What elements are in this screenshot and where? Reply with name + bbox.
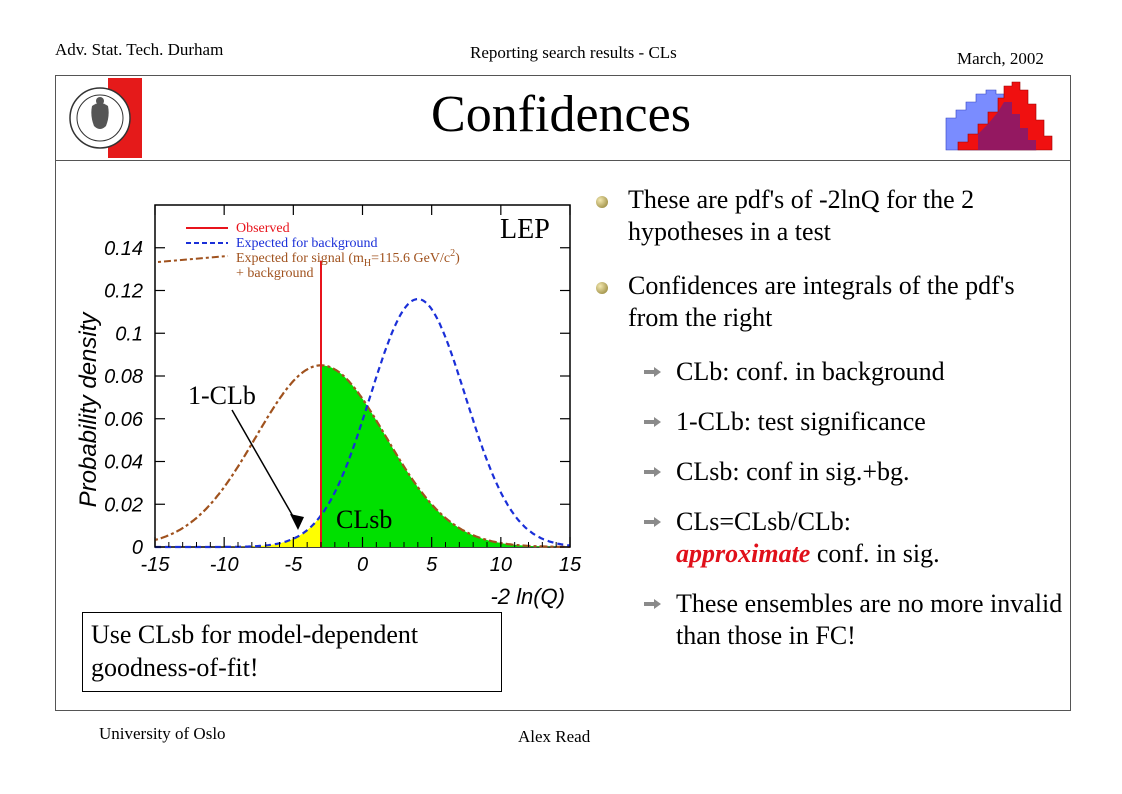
x-tick-label: 15 — [559, 554, 582, 576]
sub-bullet-item: These ensembles are no more invalid than… — [596, 588, 1066, 652]
x-tick-label: -5 — [284, 554, 303, 576]
arrow-bullet-icon — [644, 599, 661, 609]
axis-ticks — [154, 205, 571, 548]
y-tick-label: 0.02 — [104, 494, 143, 516]
university-seal-icon — [69, 78, 142, 158]
y-tick-label: 0.08 — [104, 366, 143, 388]
y-tick-label: 0.14 — [104, 238, 143, 260]
x-tick-label: -15 — [141, 554, 171, 576]
y-tick-label: 0.12 — [104, 281, 143, 303]
arrow-bullet-icon — [644, 517, 661, 527]
legend-signal-swatch — [157, 255, 229, 263]
arrow-bullet-icon — [644, 417, 661, 427]
x-tick-label: 0 — [357, 554, 368, 576]
plot-area: -15 -10 -5 0 5 10 15 0 0.02 0.04 0.06 0.08 0.1 0.12 0.… — [104, 204, 582, 576]
footer-center: Alex Read — [518, 727, 591, 746]
sub-bullet-item: 1-CLb: test significance — [596, 406, 1066, 438]
note-box: Use CLsb for model-dependent goodness-of… — [82, 612, 502, 692]
legend-signal-bg: + background — [236, 266, 314, 281]
lep-label: LEP — [500, 214, 550, 245]
bullet-dot-icon — [596, 196, 608, 208]
y-tick-label: 0 — [132, 537, 143, 559]
arrow-bullet-icon — [644, 367, 661, 377]
annotation-arrowhead — [290, 514, 304, 530]
bullet-list: These are pdf's of -2lnQ for the 2 hypot… — [596, 184, 1066, 670]
footer-left: University of Oslo — [99, 724, 226, 743]
x-tick-label: 10 — [490, 554, 512, 576]
axis-tick-labels: -15 -10 -5 0 5 10 15 0 0.02 0.04 0.06 0.08 0.1 0.12 0.… — [104, 238, 582, 576]
title-divider — [55, 160, 1071, 161]
header-left: Adv. Stat. Tech. Durham — [55, 40, 224, 59]
x-axis-label: -2 ln(Q) — [490, 584, 565, 609]
y-tick-label: 0.06 — [104, 409, 144, 431]
y-tick-label: 0.1 — [115, 323, 143, 345]
x-tick-label: -10 — [210, 554, 239, 576]
x-tick-label: 5 — [426, 554, 438, 576]
sub-bullet-item: CLb: conf. in background — [596, 356, 1066, 388]
clsb-fill — [321, 365, 570, 547]
y-tick-label: 0.04 — [104, 452, 143, 474]
bullet-dot-icon — [596, 282, 608, 294]
annotation-clsb: CLsb — [336, 505, 392, 534]
bullet-item: These are pdf's of -2lnQ for the 2 hypot… — [596, 184, 1066, 248]
sub-bullet-item: CLsb: conf in sig.+bg. — [596, 456, 1066, 488]
legend: Observed Expected for background Expecte… — [157, 221, 460, 281]
histogram-icon — [945, 81, 1053, 151]
arrow-bullet-icon — [644, 467, 661, 477]
bullet-item: Confidences are integrals of the pdf's f… — [596, 270, 1066, 334]
annotation-1-clb: 1-CLb — [188, 381, 256, 410]
header-right: March, 2002 — [957, 49, 1044, 68]
one-minus-clb-fill — [155, 515, 321, 547]
slide-title: Confidences — [431, 86, 691, 143]
legend-observed: Observed — [236, 221, 290, 236]
legend-signal: Expected for signal (mH=115.6 GeV/c2) — [236, 248, 460, 269]
legend-background: Expected for background — [236, 236, 378, 251]
probability-density-chart: -15 -10 -5 0 5 10 15 0 0.02 0.04 0.06 0.08 0.1 0.12 0.… — [75, 204, 582, 609]
y-axis-label: Probability density — [75, 311, 102, 508]
slide-frame — [55, 75, 1071, 711]
annotation-arrow — [231, 409, 299, 526]
background-curve — [155, 297, 571, 549]
header-center: Reporting search results - CLs — [470, 43, 677, 62]
sub-bullet-item: CLs=CLsb/CLb: approximate conf. in sig. — [596, 506, 1066, 570]
